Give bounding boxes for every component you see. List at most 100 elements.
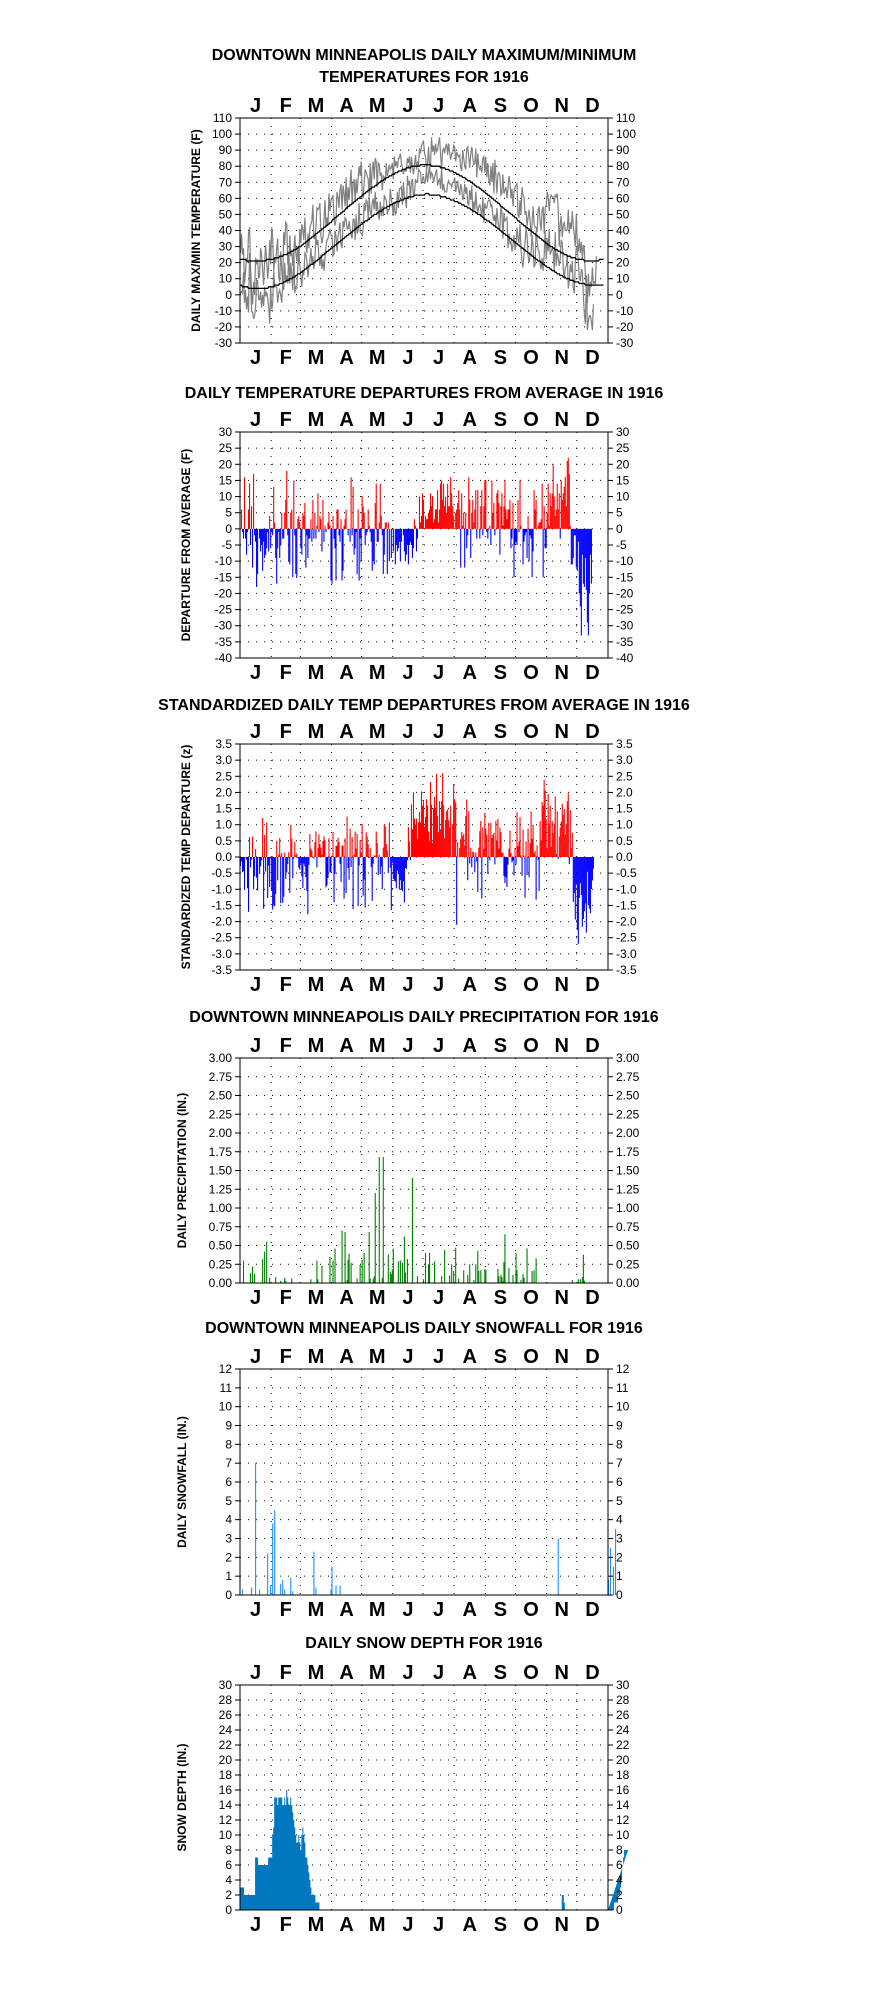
y-tick-label-left: -15 (215, 570, 233, 584)
y-tick-label-left: 2.25 (209, 1107, 233, 1121)
month-label-bottom: J (402, 1287, 413, 1309)
month-label-bottom: O (523, 662, 539, 684)
month-label-top: M (369, 1346, 386, 1368)
y-tick-label-left: 0 (225, 1903, 232, 1917)
month-label-top: J (433, 1346, 444, 1368)
y-tick-label-right: 2.25 (616, 1107, 640, 1121)
month-label-top: A (463, 721, 477, 743)
month-label-bottom: A (463, 1914, 477, 1936)
y-tick-label-left: -2.5 (211, 931, 232, 945)
month-label-bottom: O (523, 1599, 539, 1621)
month-label-top: D (585, 1346, 599, 1368)
temp-series-normal-max (240, 163, 604, 262)
y-tick-label-right: 20 (616, 1753, 630, 1767)
y-tick-label-left: 20 (219, 1753, 233, 1767)
month-label-bottom: M (308, 1287, 325, 1309)
y-axis-label: SNOW DEPTH (IN.) (175, 1744, 189, 1852)
y-tick-label-left: 25 (219, 441, 233, 455)
month-label-bottom: J (250, 974, 261, 996)
month-label-bottom: M (369, 974, 386, 996)
month-label-top: S (494, 1662, 507, 1684)
y-tick-label-left: 0.50 (209, 1239, 233, 1253)
month-label-top: O (523, 721, 539, 743)
y-tick-label-left: 2 (225, 1888, 232, 1902)
y-tick-label-left: 22 (219, 1738, 233, 1752)
y-tick-label-right: 1.25 (616, 1182, 640, 1196)
y-tick-label-right: 2.50 (616, 1089, 640, 1103)
y-tick-label-left: 2.75 (209, 1070, 233, 1084)
y-tick-label-left: 6 (225, 1475, 232, 1489)
y-tick-label-right: -2.5 (616, 931, 637, 945)
y-tick-label-right: 4 (616, 1513, 623, 1527)
y-tick-label-left: 4 (225, 1873, 232, 1887)
y-tick-label-right: 28 (616, 1693, 630, 1707)
month-label-top: F (280, 95, 292, 117)
y-tick-label-left: -3.5 (211, 963, 232, 977)
chart-snow: DOWNTOWN MINNEAPOLIS DAILY SNOWFALL FOR … (175, 1320, 643, 1621)
month-label-bottom: N (555, 347, 569, 369)
y-tick-label-right: 90 (616, 143, 630, 157)
y-tick-label-left: 90 (219, 143, 233, 157)
month-label-bottom: M (308, 1599, 325, 1621)
month-label-bottom: J (433, 662, 444, 684)
month-label-bottom: J (433, 1287, 444, 1309)
y-tick-label-left: 5 (225, 1494, 232, 1508)
y-tick-label-right: -35 (616, 635, 634, 649)
month-label-top: A (463, 1662, 477, 1684)
y-tick-label-right: 20 (616, 256, 630, 270)
chart-title: DAILY TEMPERATURE DEPARTURES FROM AVERAG… (185, 385, 664, 402)
month-label-top: S (494, 95, 507, 117)
month-label-bottom: J (433, 347, 444, 369)
y-tick-label-left: 0 (225, 1588, 232, 1602)
month-label-top: A (463, 95, 477, 117)
y-tick-label-left: 30 (219, 240, 233, 254)
y-tick-label-left: 6 (225, 1858, 232, 1872)
month-label-top: O (523, 1035, 539, 1057)
y-tick-label-right: 8 (616, 1843, 623, 1857)
y-tick-label-right: 8 (616, 1437, 623, 1451)
month-label-bottom: O (523, 1914, 539, 1936)
y-tick-label-left: 28 (219, 1693, 233, 1707)
month-label-top: M (369, 409, 386, 431)
y-tick-label-left: 60 (219, 191, 233, 205)
month-label-top: M (308, 1035, 325, 1057)
month-label-bottom: J (433, 974, 444, 996)
y-tick-label-right: 30 (616, 425, 630, 439)
month-label-bottom: N (555, 662, 569, 684)
y-tick-label-right: -30 (616, 336, 634, 350)
month-label-bottom: J (250, 1914, 261, 1936)
y-tick-label-right: 6 (616, 1475, 623, 1489)
month-label-bottom: A (463, 347, 477, 369)
y-tick-label-right: 3.5 (616, 737, 633, 751)
y-tick-label-left: 0.0 (215, 850, 232, 864)
y-tick-label-left: -5 (221, 538, 232, 552)
y-axis-label: DAILY MAX/MIN TEMPERATURE (F) (189, 129, 203, 331)
y-tick-label-right: 3 (616, 1532, 623, 1546)
month-label-top: N (555, 409, 569, 431)
y-tick-label-left: -30 (215, 619, 233, 633)
y-tick-label-right: 2.00 (616, 1126, 640, 1140)
y-tick-label-left: -35 (215, 635, 233, 649)
y-tick-label-right: 100 (616, 127, 636, 141)
y-tick-label-left: 10 (219, 490, 233, 504)
y-tick-label-left: 2.0 (215, 785, 232, 799)
y-tick-label-right: -5 (616, 538, 627, 552)
month-label-bottom: D (585, 1599, 599, 1621)
month-label-top: A (339, 409, 353, 431)
y-tick-label-right: 10 (616, 1400, 630, 1414)
month-label-bottom: A (339, 1599, 353, 1621)
y-axis-label: DAILY SNOWFALL (IN.) (175, 1416, 189, 1548)
temp-series-normal-min (240, 192, 604, 290)
y-tick-label-right: 60 (616, 191, 630, 205)
y-tick-label-right: 70 (616, 175, 630, 189)
month-label-top: S (494, 409, 507, 431)
y-axis-label: DAILY PRECIPITATION (IN.) (175, 1093, 189, 1249)
y-tick-label-right: 11 (616, 1381, 629, 1395)
month-label-top: F (280, 1035, 292, 1057)
month-label-top: J (402, 95, 413, 117)
month-label-bottom: D (585, 347, 599, 369)
chart-title: DOWNTOWN MINNEAPOLIS DAILY PRECIPITATION… (189, 1009, 658, 1026)
y-tick-label-right: 0.00 (616, 1276, 640, 1290)
month-label-top: J (402, 409, 413, 431)
